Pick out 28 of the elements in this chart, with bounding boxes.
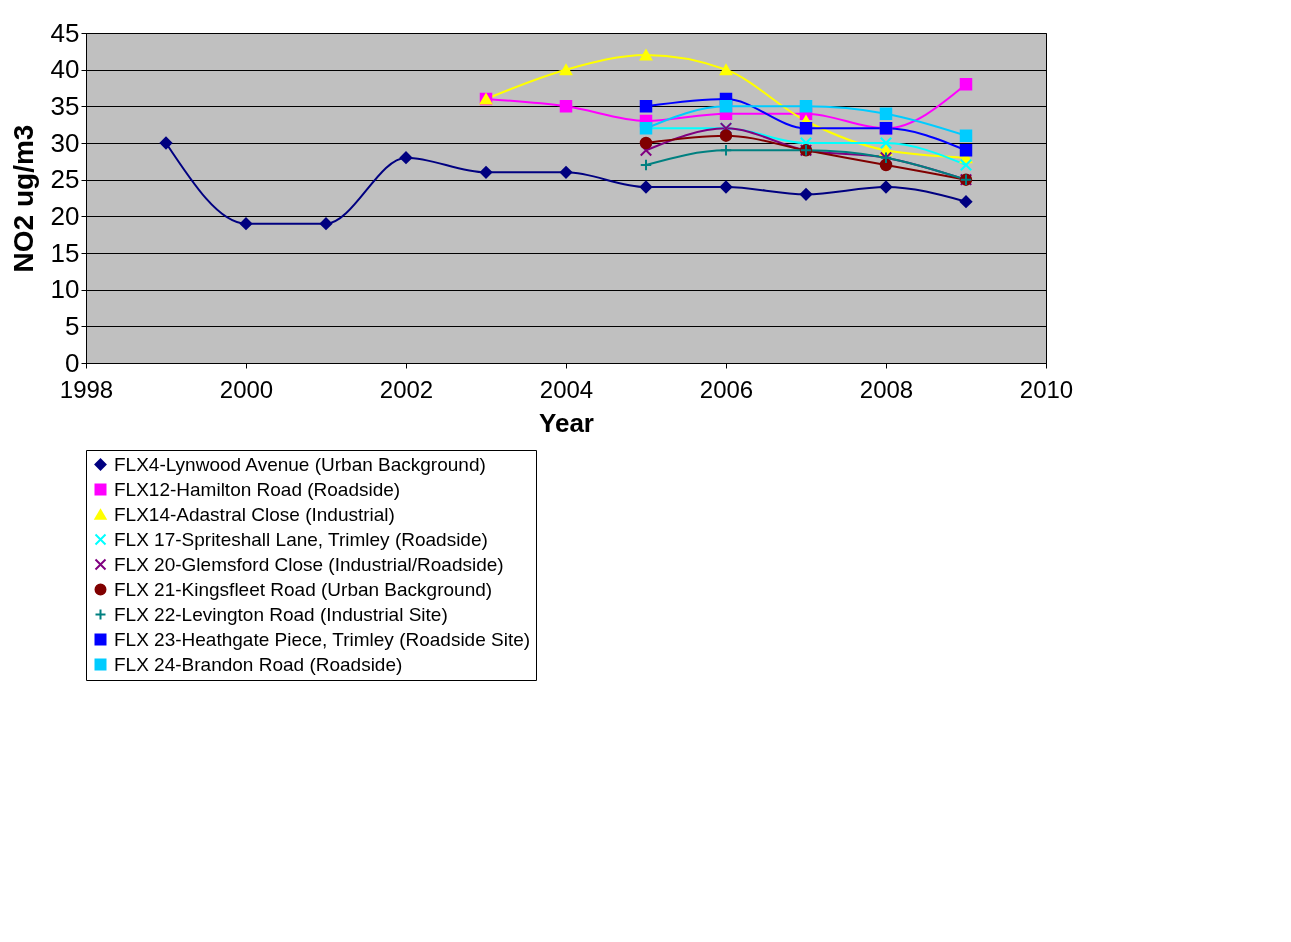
legend-label: FLX 22-Levington Road (Industrial Site) (114, 603, 448, 625)
x-tick-label: 2000 (219, 375, 274, 403)
legend-label: FLX4-Lynwood Avenue (Urban Background) (114, 453, 486, 475)
y-tick-label: 0 (65, 347, 80, 378)
y-tick-label: 15 (50, 237, 80, 268)
y-tick-label: 40 (50, 54, 80, 85)
x-tick-label: 1998 (59, 375, 114, 403)
legend-label: FLX 21-Kingsfleet Road (Urban Background) (114, 578, 493, 600)
x-tick-label: 2010 (1019, 375, 1074, 403)
x-tick-label: 2008 (859, 375, 914, 403)
y-tick-label: 5 (65, 310, 80, 341)
y-tick-label: 30 (50, 127, 80, 158)
y-axis-title: NO2 ug/m3 (7, 124, 39, 273)
legend-label: FLX14-Adastral Close (Industrial) (114, 503, 395, 525)
legend-label: FLX 17-Spriteshall Lane, Trimley (Roadside) (114, 528, 488, 550)
x-tick-label: 2002 (379, 375, 434, 403)
y-tick-label: 45 (50, 17, 80, 48)
y-tick-label: 25 (50, 164, 80, 195)
legend-label: FLX 20-Glemsford Close (Industrial/Roadside) (114, 553, 504, 575)
x-axis-title: Year (539, 407, 594, 438)
y-tick-label: 10 (50, 274, 80, 305)
x-tick-label: 2006 (699, 375, 754, 403)
x-tick-label: 2004 (539, 375, 594, 403)
legend-label: FLX12-Hamilton Road (Roadside) (114, 478, 401, 500)
y-tick-label: 35 (50, 90, 80, 121)
legend-label: FLX 24-Brandon Road (Roadside) (114, 653, 403, 675)
y-tick-label: 20 (50, 200, 80, 231)
legend-label: FLX 23-Heathgate Piece, Trimley (Roadside Site) (114, 628, 531, 650)
